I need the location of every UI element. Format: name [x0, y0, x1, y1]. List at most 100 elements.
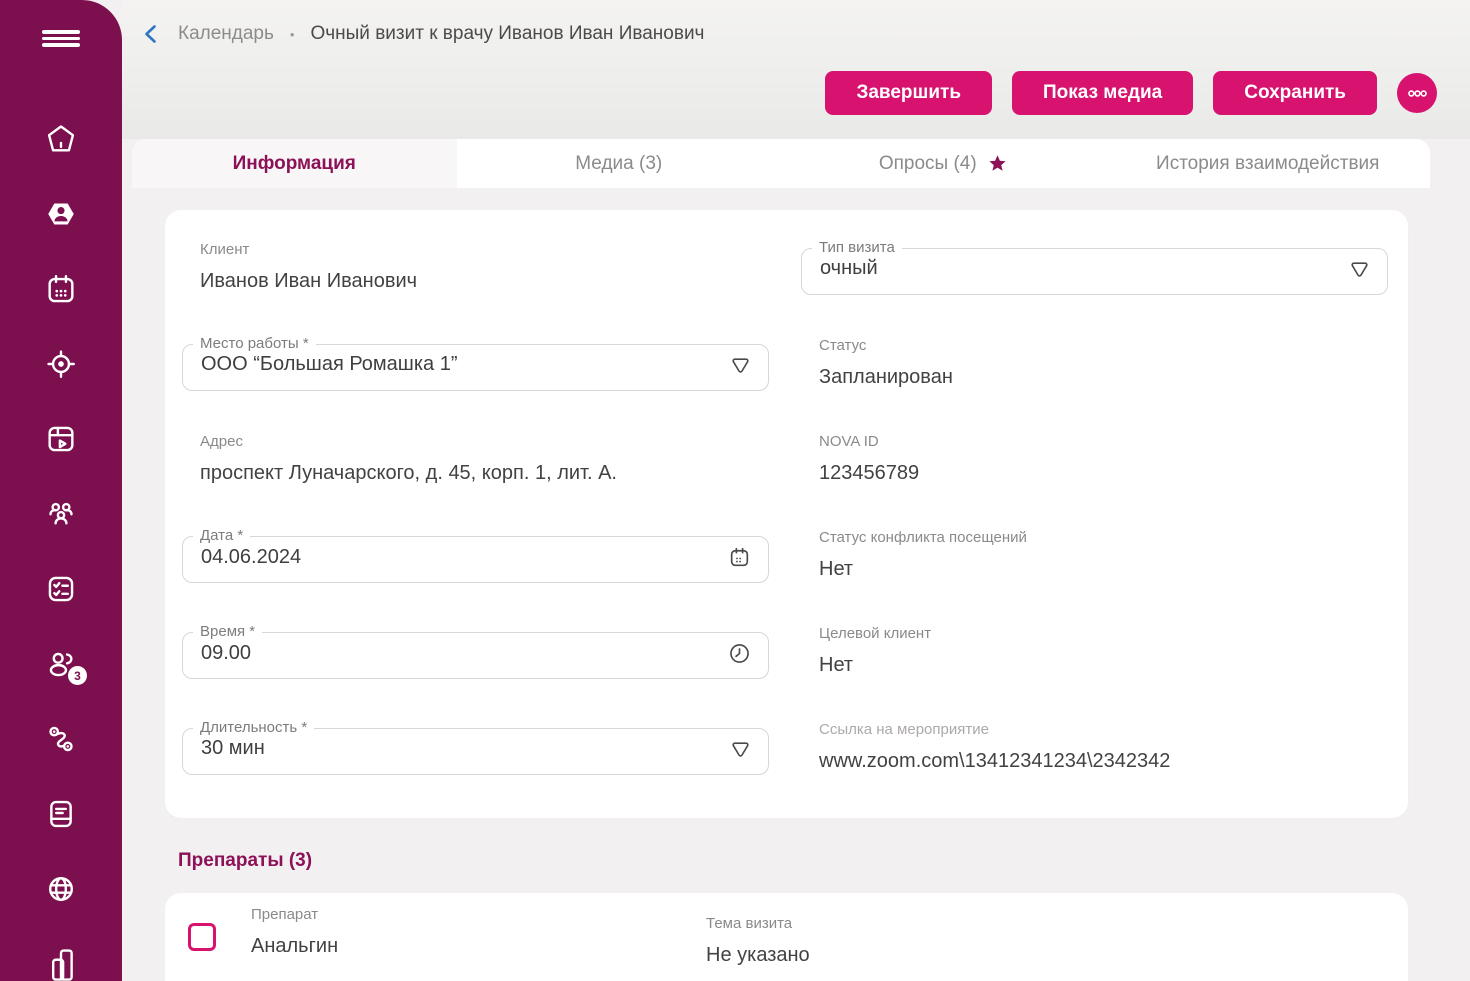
main-area: Календарь • Очный визит к врачу Иванов И…	[122, 0, 1470, 981]
form-left-column: Клиент Иванов Иван Иванович Место работы…	[182, 240, 769, 816]
tab-surveys[interactable]: Опросы (4)	[781, 139, 1106, 188]
medication-drug-value: Анальгин	[251, 935, 339, 957]
clients-icon	[48, 203, 74, 225]
status-field: Статус Запланирован	[819, 336, 1388, 432]
status-value: Запланирован	[819, 366, 953, 388]
event-link-value: www.zoom.com\13412341234\2342342	[819, 750, 1171, 772]
medication-checkbox[interactable]	[188, 923, 216, 951]
dropdown-icon[interactable]	[729, 737, 752, 760]
contacts-count-badge: 3	[68, 666, 87, 685]
ellipsis-icon	[1407, 89, 1427, 97]
sidebar-nav: 3	[44, 122, 87, 981]
nova-id-value: 123456789	[819, 462, 920, 484]
address-label: Адрес	[200, 433, 243, 450]
form-right-column: Тип визита очный Статус Запланирован NOV…	[801, 240, 1388, 816]
clock-icon[interactable]	[727, 641, 752, 666]
menu-icon[interactable]	[42, 30, 80, 47]
nova-id-field: NOVA ID 123456789	[819, 432, 1388, 528]
page-header: Календарь • Очный визит к врачу Иванов И…	[122, 0, 1470, 139]
sidebar-item-contacts[interactable]: 3	[44, 647, 87, 685]
tab-media[interactable]: Медиа (3)	[457, 139, 782, 188]
tab-bar: Информация Медиа (3) Опросы (4) История …	[132, 139, 1430, 188]
media-box-icon	[48, 426, 74, 452]
tab-content: Клиент Иванов Иван Иванович Место работы…	[122, 188, 1470, 981]
page-title: Очный визит к врачу Иванов Иван Иванович	[310, 23, 705, 44]
conflict-status-field: Статус конфликта посещений Нет	[819, 528, 1388, 624]
medication-topic-value: Не указано	[706, 944, 810, 966]
tasks-icon	[48, 576, 74, 602]
address-value: проспект Луначарского, д. 45, корп. 1, л…	[200, 462, 617, 484]
target-icon	[47, 350, 75, 378]
team-icon	[49, 502, 73, 525]
sidebar-item-routes[interactable]	[44, 722, 78, 756]
medication-drug-label: Препарат	[251, 906, 319, 923]
medications-card: Препарат Анальгин Тема визита Не указано	[165, 893, 1408, 981]
reports-icon	[52, 949, 73, 981]
sidebar-item-team[interactable]	[44, 497, 78, 531]
breadcrumb-calendar-link[interactable]: Календарь	[178, 23, 274, 44]
client-label: Клиент	[200, 241, 250, 258]
sidebar-item-targets[interactable]	[44, 347, 78, 381]
sidebar-item-tasks[interactable]	[44, 572, 78, 606]
conflict-status-label: Статус конфликта посещений	[819, 529, 1027, 546]
medication-topic-label: Тема визита	[706, 915, 793, 932]
medication-topic-field: Тема визита Не указано	[706, 914, 810, 967]
dropdown-icon[interactable]	[1348, 257, 1371, 280]
client-field: Клиент Иванов Иван Иванович	[200, 240, 769, 336]
duration-label: Длительность *	[200, 719, 308, 736]
medication-drug-field: Препарат Анальгин	[251, 905, 338, 958]
breadcrumb-separator: •	[289, 26, 295, 42]
calendar-picker-icon[interactable]	[727, 545, 752, 570]
sidebar-item-docs[interactable]	[44, 797, 78, 831]
home-icon	[47, 125, 75, 152]
breadcrumb: Календарь • Очный визит к врачу Иванов И…	[140, 22, 704, 46]
target-client-label: Целевой клиент	[819, 625, 932, 642]
time-value: 09.00	[201, 642, 252, 664]
sidebar-item-web[interactable]	[44, 872, 78, 906]
finish-button[interactable]: Завершить	[825, 71, 993, 115]
time-field[interactable]: Время * 09.00	[182, 624, 769, 720]
sidebar-item-media-library[interactable]	[44, 422, 78, 456]
tab-information[interactable]: Информация	[132, 139, 457, 188]
client-value: Иванов Иван Иванович	[200, 270, 418, 292]
target-client-value: Нет	[819, 654, 854, 676]
workplace-value: ООО “Большая Ромашка 1”	[201, 353, 458, 375]
calendar-icon	[48, 275, 74, 303]
tab-history[interactable]: История взаимодействия	[1106, 139, 1431, 188]
contacts-icon	[49, 652, 73, 677]
duration-value: 30 мин	[201, 737, 265, 759]
visit-type-field[interactable]: Тип визита очный	[801, 240, 1388, 336]
more-options-button[interactable]	[1397, 73, 1437, 113]
workplace-label: Место работы *	[200, 335, 309, 352]
notebook-icon	[50, 800, 72, 828]
event-link-field: Ссылка на мероприятие www.zoom.com\13412…	[819, 720, 1388, 816]
status-label: Статус	[819, 337, 867, 354]
sidebar-item-clients[interactable]	[44, 197, 78, 231]
back-icon[interactable]	[140, 22, 162, 46]
header-actions: Завершить Показ медиа Сохранить	[825, 71, 1437, 115]
time-label: Время *	[200, 623, 256, 640]
date-field[interactable]: Дата * 04.06.2024	[182, 528, 769, 624]
sidebar-item-calendar[interactable]	[44, 272, 78, 306]
globe-icon	[49, 877, 73, 901]
route-icon	[49, 726, 73, 752]
workplace-field[interactable]: Место работы * ООО “Большая Ромашка 1”	[182, 336, 769, 432]
show-media-button[interactable]: Показ медиа	[1012, 71, 1194, 115]
visit-info-card: Клиент Иванов Иван Иванович Место работы…	[165, 210, 1408, 818]
date-label: Дата *	[200, 527, 244, 544]
dropdown-icon[interactable]	[729, 353, 752, 376]
save-button[interactable]: Сохранить	[1213, 71, 1377, 115]
sidebar-item-home[interactable]	[44, 122, 78, 156]
visit-type-value: очный	[820, 257, 878, 279]
nova-id-label: NOVA ID	[819, 433, 879, 450]
sidebar-item-reports[interactable]	[44, 947, 78, 981]
visit-type-label: Тип визита	[819, 239, 895, 256]
duration-field[interactable]: Длительность * 30 мин	[182, 720, 769, 816]
star-icon	[989, 155, 1006, 171]
conflict-status-value: Нет	[819, 558, 854, 580]
tab-surveys-label: Опросы (4)	[878, 152, 977, 174]
address-field: Адрес проспект Луначарского, д. 45, корп…	[200, 432, 769, 528]
event-link-label: Ссылка на мероприятие	[819, 721, 989, 738]
sidebar: 3	[0, 0, 122, 981]
target-client-field: Целевой клиент Нет	[819, 624, 1388, 720]
